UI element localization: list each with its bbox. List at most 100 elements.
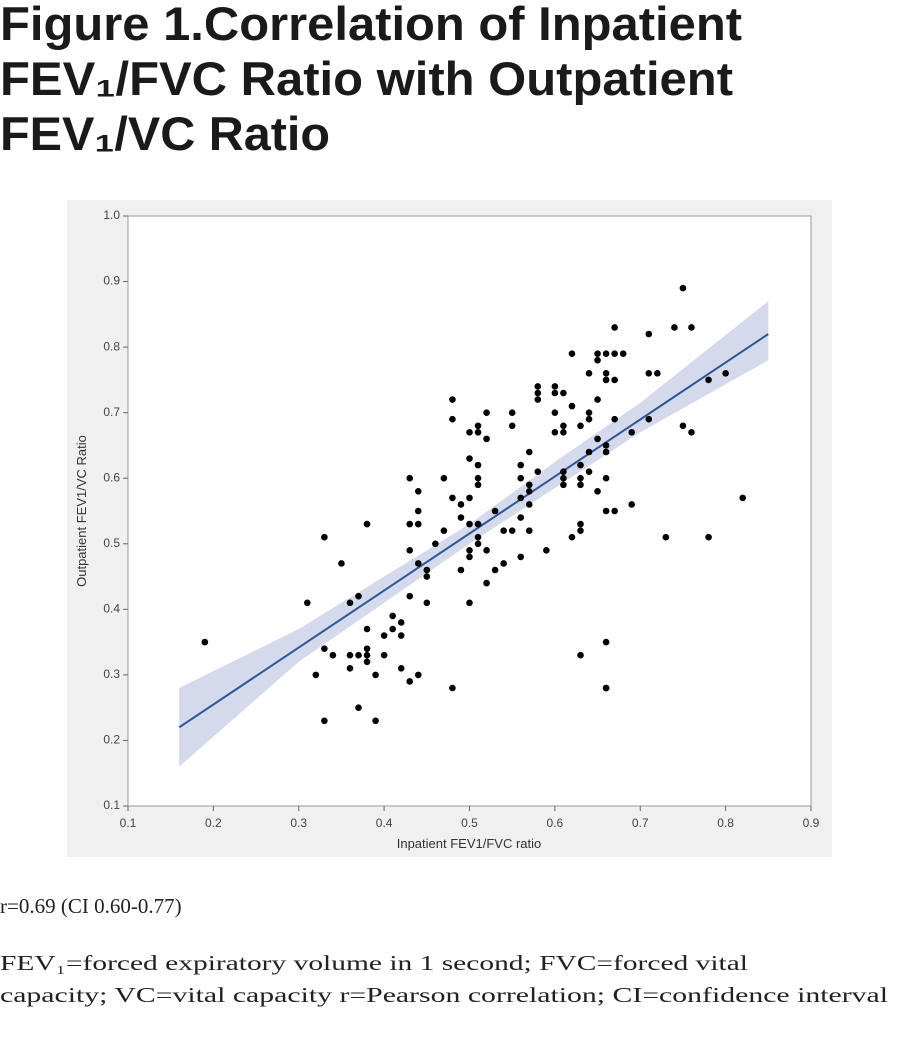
x-tick-label: 0.6 xyxy=(547,816,564,830)
point xyxy=(355,704,362,711)
point xyxy=(645,330,653,338)
point xyxy=(397,632,405,639)
point xyxy=(414,488,422,495)
x-tick-label: 0.2 xyxy=(205,816,222,830)
point xyxy=(423,599,431,607)
point xyxy=(303,599,311,607)
point xyxy=(508,527,516,534)
point xyxy=(201,638,209,646)
point xyxy=(397,619,405,626)
point xyxy=(619,350,627,357)
point xyxy=(602,638,610,646)
point xyxy=(602,376,610,384)
point xyxy=(466,599,473,607)
point xyxy=(389,612,396,620)
x-tick-label: 0.8 xyxy=(717,816,734,830)
point xyxy=(611,415,618,423)
y-tick-label: 0.7 xyxy=(103,405,120,419)
point xyxy=(594,396,601,403)
point xyxy=(517,474,525,482)
point xyxy=(414,671,422,679)
point xyxy=(321,645,328,652)
point xyxy=(534,396,542,403)
point xyxy=(363,520,371,528)
point xyxy=(645,415,653,423)
point xyxy=(363,658,371,666)
point xyxy=(449,494,456,502)
point xyxy=(406,520,414,528)
point xyxy=(517,494,525,502)
point xyxy=(474,533,482,541)
point xyxy=(560,389,567,397)
point xyxy=(560,481,567,489)
point xyxy=(560,422,567,430)
title-line: FEV₁/VC Ratio xyxy=(0,107,330,160)
point xyxy=(525,448,533,456)
point xyxy=(602,507,610,515)
point xyxy=(380,632,388,639)
point xyxy=(577,481,584,489)
point xyxy=(611,376,618,384)
point xyxy=(534,468,542,475)
point xyxy=(560,474,567,482)
point xyxy=(449,684,456,692)
point xyxy=(551,389,559,397)
point xyxy=(372,717,379,725)
point xyxy=(594,356,601,364)
point xyxy=(679,422,687,430)
point xyxy=(474,422,482,430)
x-tick-label: 0.5 xyxy=(461,816,478,830)
point xyxy=(585,409,593,416)
point xyxy=(355,651,362,659)
footnote-line: capacity; VC=vital capacity r=Pearson co… xyxy=(0,983,888,1007)
point xyxy=(449,415,456,423)
point xyxy=(568,533,576,541)
point xyxy=(474,520,482,528)
point xyxy=(594,488,601,495)
y-tick-label: 0.5 xyxy=(103,536,120,550)
point xyxy=(355,592,362,600)
point xyxy=(560,468,567,475)
point xyxy=(602,442,610,449)
point xyxy=(346,651,354,659)
point xyxy=(739,494,746,502)
point xyxy=(500,527,507,534)
point xyxy=(440,527,448,534)
point xyxy=(517,553,525,561)
point xyxy=(414,507,422,515)
point xyxy=(474,474,482,482)
point xyxy=(466,455,473,462)
point xyxy=(466,553,473,561)
y-tick-label: 0.9 xyxy=(103,274,120,288)
point xyxy=(457,566,465,574)
point xyxy=(466,429,473,436)
y-tick-label: 0.1 xyxy=(103,798,120,812)
point xyxy=(432,540,439,548)
point xyxy=(568,402,576,410)
point xyxy=(500,560,507,567)
point xyxy=(585,370,593,377)
point xyxy=(474,540,482,548)
point xyxy=(517,461,525,469)
point xyxy=(602,684,610,692)
y-tick-label: 0.4 xyxy=(103,602,120,616)
point xyxy=(577,474,584,482)
point xyxy=(491,507,499,515)
point xyxy=(628,429,636,436)
point xyxy=(585,468,593,475)
y-tick-label: 0.6 xyxy=(103,470,120,484)
point xyxy=(611,324,618,331)
x-tick-label: 0.7 xyxy=(632,816,649,830)
title-line: FEV₁/FVC Ratio with Outpatient xyxy=(0,52,733,105)
point xyxy=(551,383,559,390)
point xyxy=(671,324,678,331)
point xyxy=(525,481,533,489)
point xyxy=(688,324,695,331)
point xyxy=(363,651,371,659)
y-axis-label: Outpatient FEV1/VC Ratio xyxy=(74,435,89,587)
point xyxy=(414,520,422,528)
point xyxy=(602,370,610,377)
point xyxy=(679,284,687,292)
point xyxy=(466,547,473,554)
